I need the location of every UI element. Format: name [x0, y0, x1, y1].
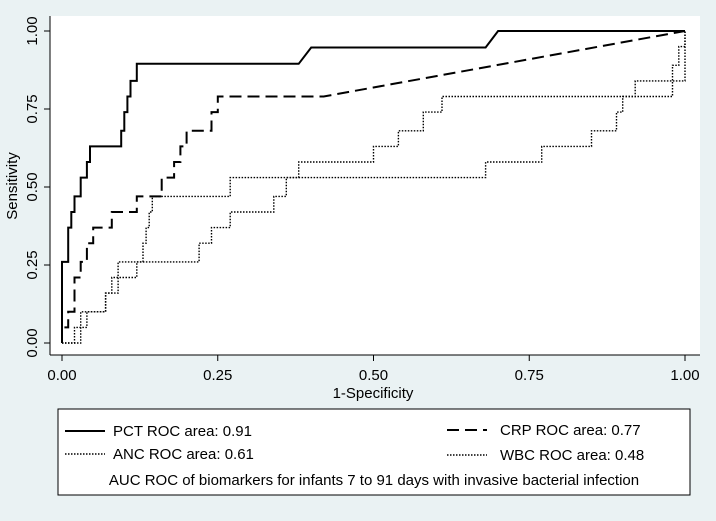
- x-tick-label: 1.00: [670, 367, 699, 384]
- legend: PCT ROC area: 0.91 CRP ROC area: 0.77 ANC …: [57, 408, 691, 496]
- x-tick-label: 0.75: [515, 367, 544, 384]
- x-tick-label: 0.50: [359, 367, 388, 384]
- legend-label-1: PCT ROC area: 0.91: [113, 423, 252, 440]
- x-tick-label: 0.00: [47, 367, 76, 384]
- x-tick-label: 0.25: [203, 367, 232, 384]
- y-ticks: 0.00 0.25 0.50 0.75 1.00: [24, 16, 50, 358]
- y-tick-label: 1.00: [24, 16, 41, 45]
- x-ticks: 0.00 0.25 0.50 0.75 1.00: [47, 355, 700, 384]
- series-line-1: [61, 30, 685, 343]
- legend-label-4: WBC ROC area: 0.48: [500, 447, 644, 464]
- y-tick-label: 0.50: [24, 172, 41, 201]
- y-axis-title: Sensitivity: [4, 152, 21, 220]
- y-tick-label: 0.25: [24, 250, 41, 279]
- series-line-2: [61, 30, 686, 343]
- series-layer: [61, 30, 686, 344]
- y-tick-label: 0.00: [24, 328, 41, 357]
- legend-label-3: ANC ROC area: 0.61: [113, 446, 254, 463]
- y-tick-label: 0.75: [24, 94, 41, 123]
- y-axis: 0.00 0.25 0.50 0.75 1.00 Sensitivity: [4, 16, 51, 358]
- legend-label-2: CRP ROC area: 0.77: [500, 422, 641, 439]
- x-axis-title: 1-Specificity: [333, 385, 414, 402]
- legend-entries: PCT ROC area: 0.91 CRP ROC area: 0.77 ANC …: [65, 422, 644, 464]
- series-line-4: [62, 31, 686, 344]
- legend-note: AUC ROC of biomarkers for infants 7 to 9…: [109, 472, 639, 489]
- legend-box: [57, 408, 691, 496]
- plot-area: [50, 16, 700, 355]
- x-axis: 0.00 0.25 0.50 0.75 1.00 1-Specificity: [47, 354, 700, 402]
